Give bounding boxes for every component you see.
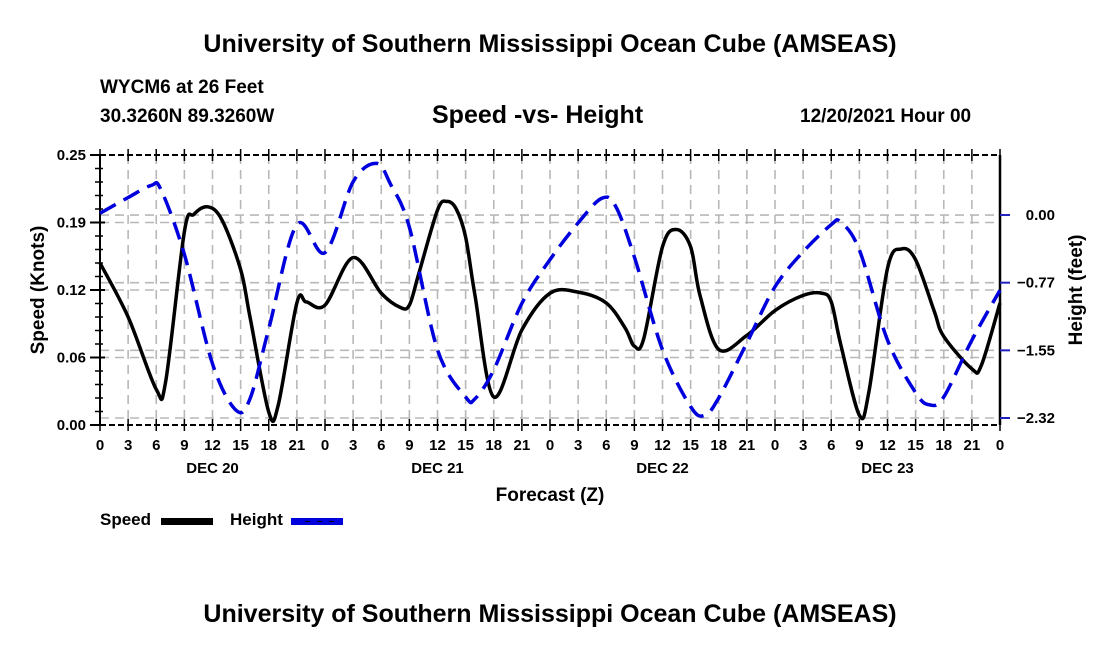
x-tick-label: 6 [377, 437, 385, 454]
legend-height-label: Height [230, 510, 283, 529]
x-tick-label: 21 [514, 437, 531, 454]
legend-height-swatch [291, 518, 343, 525]
station-label: WYCM6 at 26 Feet [100, 77, 264, 98]
x-tick-label: 15 [232, 437, 249, 454]
x-tick-label: 0 [321, 437, 329, 454]
y2-tick-label: −2.32 [1017, 410, 1055, 427]
x-tick-label: 12 [429, 437, 446, 454]
y-tick-label: 0.00 [57, 417, 86, 434]
x-tick-label: 12 [654, 437, 671, 454]
y-tick-label: 0.19 [57, 215, 86, 232]
x-day-label: DEC 23 [861, 460, 914, 477]
x-tick-label: 0 [546, 437, 554, 454]
x-tick-label: 0 [996, 437, 1004, 454]
y-tick-label: 0.12 [57, 282, 86, 299]
y2-axis-title: Height (feet) [1066, 235, 1087, 346]
x-tick-label: 15 [457, 437, 474, 454]
x-tick-label: 6 [152, 437, 160, 454]
x-day-label: DEC 22 [636, 460, 689, 477]
top-title: University of Southern Mississippi Ocean… [203, 30, 897, 58]
bottom-title: University of Southern Mississippi Ocean… [203, 600, 897, 628]
x-tick-label: 18 [260, 437, 277, 454]
legend-speed-swatch [161, 518, 213, 525]
x-tick-label: 0 [96, 437, 104, 454]
x-tick-label: 18 [710, 437, 727, 454]
x-day-label: DEC 20 [186, 460, 239, 477]
axes: 0 3 6 9 12 15 18 21 0 3 6 9 12 15 18 21 0 3 6 9 12 15 18 21 0 3 6 9… [57, 147, 1055, 477]
x-tick-label: 18 [935, 437, 952, 454]
x-tick-label: 12 [204, 437, 221, 454]
x-tick-label: 9 [180, 437, 188, 454]
x-tick-label: 21 [739, 437, 756, 454]
x-tick-label: 21 [289, 437, 306, 454]
x-tick-label: 6 [602, 437, 610, 454]
series-line-speed [98, 199, 1002, 424]
grid [100, 155, 1000, 425]
run-time-label: 12/20/2021 Hour 00 [800, 106, 972, 127]
x-axis-title: Forecast (Z) [496, 485, 605, 506]
y2-tick-label: 0.00 [1026, 207, 1055, 224]
x-tick-label: 18 [485, 437, 502, 454]
x-tick-label: 3 [349, 437, 357, 454]
series-line-height [99, 161, 1002, 418]
x-tick-label: 12 [879, 437, 896, 454]
y2-tick-label: −0.77 [1017, 275, 1055, 292]
y-axis-title: Speed (Knots) [28, 226, 49, 355]
y2-tick-label: −1.55 [1017, 342, 1055, 359]
x-tick-label: 9 [405, 437, 413, 454]
series-layer [98, 161, 1002, 424]
x-tick-label: 9 [630, 437, 638, 454]
x-tick-label: 3 [799, 437, 807, 454]
x-tick-label: 21 [964, 437, 981, 454]
y-tick-label: 0.25 [57, 147, 86, 164]
x-tick-label: 0 [771, 437, 779, 454]
legend-speed-label: Speed [100, 510, 152, 529]
x-tick-label: 3 [124, 437, 132, 454]
chart-title: Speed -vs- Height [432, 101, 644, 129]
x-tick-label: 9 [855, 437, 863, 454]
x-tick-label: 3 [574, 437, 582, 454]
y-tick-label: 0.06 [57, 350, 86, 367]
x-day-label: DEC 21 [411, 460, 464, 477]
x-tick-label: 6 [827, 437, 835, 454]
location-label: 30.3260N 89.3260W [100, 106, 275, 127]
x-tick-label: 15 [682, 437, 699, 454]
x-tick-label: 15 [907, 437, 924, 454]
